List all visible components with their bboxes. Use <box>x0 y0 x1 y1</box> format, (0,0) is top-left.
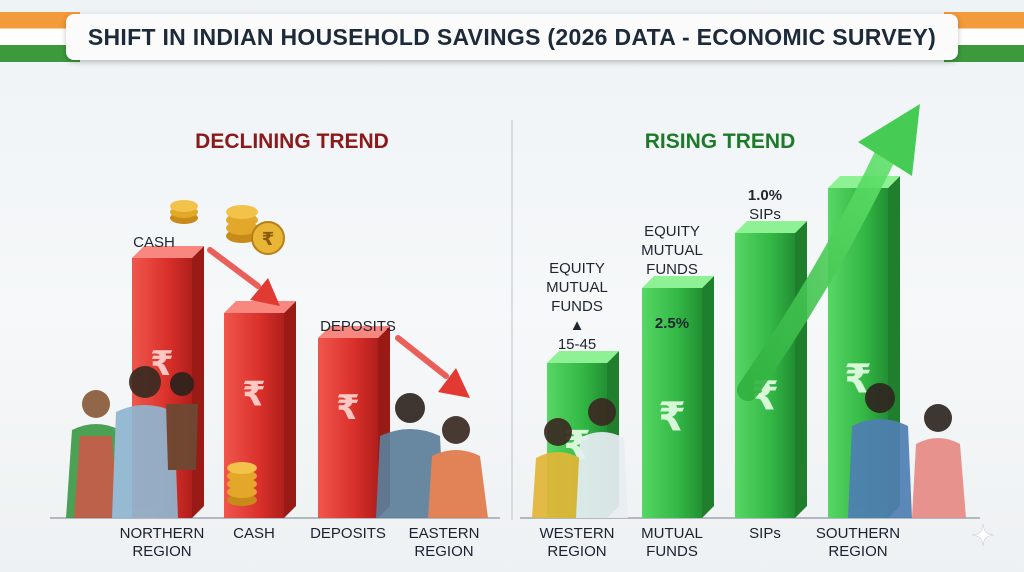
bar-label: MUTUAL <box>641 242 703 259</box>
bar-top <box>642 276 714 288</box>
bar-top <box>547 351 619 363</box>
bar-label: ▲ <box>570 317 585 334</box>
bar-label: SIPs <box>749 206 781 223</box>
bar-top <box>735 221 807 233</box>
svg-text:₹: ₹ <box>262 229 275 250</box>
rupee-icon: ₹ <box>658 395 686 441</box>
tick-label: WESTERN <box>540 525 615 542</box>
rupee-icon: ₹ <box>242 374 266 414</box>
tick-label: REGION <box>828 543 887 560</box>
tick-label: SIPs <box>749 525 781 542</box>
tick-label: MUTUAL <box>641 525 703 542</box>
rupee-icon: ₹ <box>336 388 360 428</box>
bar-top <box>318 326 390 338</box>
coin-stack-icon <box>227 462 257 506</box>
heading-rising: RISING TREND <box>645 130 796 153</box>
tick-label: REGION <box>414 543 473 560</box>
bar-label: 15-45 <box>558 336 596 353</box>
bar-label: EQUITY <box>549 260 605 277</box>
bar <box>318 338 378 518</box>
bar-label: 2.5% <box>655 315 689 332</box>
bar-label: 1.0% <box>748 187 782 204</box>
tick-label: REGION <box>547 543 606 560</box>
bar <box>642 288 702 518</box>
coin-stack-icon <box>170 200 198 224</box>
up-arrow-icon <box>737 104 920 401</box>
bar-top <box>132 246 204 258</box>
tick-label: SOUTHERN <box>816 525 900 542</box>
bar-label: EQUITY <box>644 223 700 240</box>
bar-side <box>702 276 714 518</box>
title-banner: SHIFT IN INDIAN HOUSEHOLD SAVINGS (2026 … <box>66 14 958 60</box>
bar-label: DEPOSITS <box>320 318 396 335</box>
sparkle-icon <box>972 524 994 546</box>
tick-label: EASTERN <box>409 525 480 542</box>
coin-stack-icon: ₹ <box>226 205 285 255</box>
tick-label: NORTHERN <box>120 525 205 542</box>
bar-label: FUNDS <box>551 298 603 315</box>
heading-declining: DECLINING TREND <box>195 130 389 153</box>
bar-label: FUNDS <box>646 261 698 278</box>
bar-label: MUTUAL <box>546 279 608 296</box>
down-arrow-icon <box>395 335 470 398</box>
bar-top <box>224 301 296 313</box>
tick-label: DEPOSITS <box>310 525 386 542</box>
chart-title: SHIFT IN INDIAN HOUSEHOLD SAVINGS (2026 … <box>87 23 937 50</box>
tick-label: REGION <box>132 543 191 560</box>
bar-label: CASH <box>133 234 175 251</box>
down-arrow-icon <box>207 247 280 306</box>
bar-side <box>795 221 807 518</box>
tick-label: CASH <box>233 525 275 542</box>
bar-side <box>284 301 296 518</box>
tick-label: FUNDS <box>646 543 698 560</box>
people-illustration <box>66 366 966 518</box>
